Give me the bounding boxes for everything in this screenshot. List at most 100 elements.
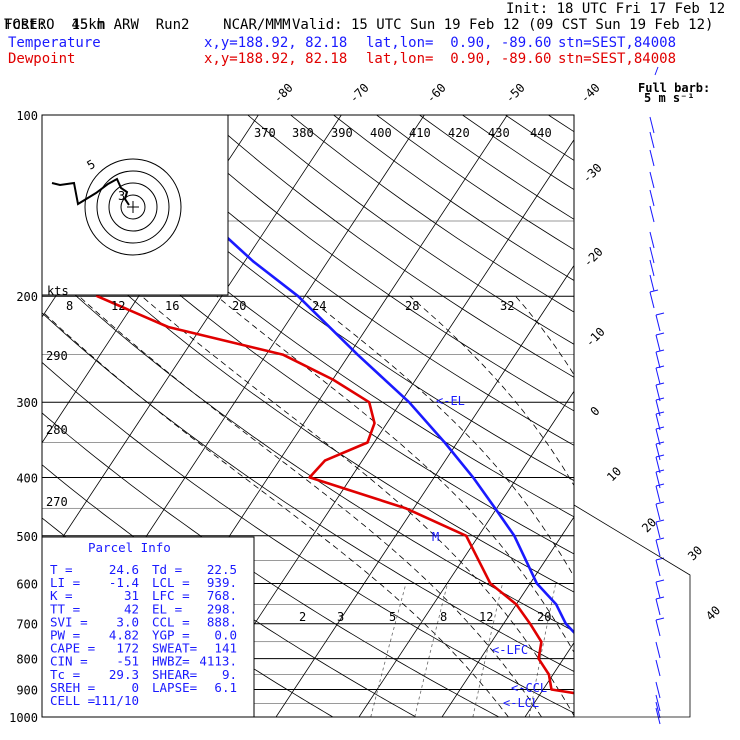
wind-barb [649,189,655,207]
wind-barb-flag [655,397,665,401]
wind-barb-staff [649,246,655,264]
wind-barb [649,274,655,292]
wind-barb-staff [655,485,661,503]
mixing-ratio-line [414,583,448,717]
parcel-info-label: YGP = [152,628,190,643]
dry-adiabat [548,115,574,133]
mixing-ratio-label: 5 [389,610,396,624]
mixing-ratio-line [580,583,604,717]
parcel-info-value: 6.1 [214,680,237,695]
lower-right-frame [573,504,691,718]
wind-barb [655,701,661,719]
wind-barb-staff [655,659,661,677]
parcel-info-title: Parcel Info [88,540,171,555]
wind-barb-flag [655,617,665,621]
el-marker: <-EL [436,394,465,408]
wind-barb [649,205,655,223]
dew-location-xy: x,y=188.92, 82.18 [204,51,348,67]
moist-adiabat [216,295,574,654]
dry-adiabat [290,115,574,313]
dry-adiabat [505,115,574,161]
wind-barb [649,259,655,277]
header-line-2: Fcst: 45 h [4,17,105,33]
parcel-info-value: 4113. [199,654,237,669]
wind-barb-staff [655,314,661,332]
barb-legend-line2: 5 m s⁻¹ [644,91,695,105]
parcel-info-label: SHEAR= [152,667,197,682]
parcel-info-label: SWEAT= [152,641,197,656]
isotherm-line [691,115,740,717]
isotherm-line [192,139,574,717]
parcel-info-value: 3.0 [116,614,139,629]
mixing-ratio-label: 8 [440,610,447,624]
mixing-ratio-line [472,583,503,717]
header-line-1: TORERO 15km ARW Run2 NCAR/MMM [4,1,291,33]
parcel-info-label: LAPSE= [152,680,197,695]
moist-adiabat-label: 24 [312,299,326,313]
wind-barb-flag [649,289,659,293]
moist-adiabat [409,295,574,487]
parcel-info-value: 172 [116,641,139,656]
parcel-max-marker: M [432,530,439,544]
parcel-info-label: LFC = [152,588,190,603]
pressure-tick-label: 300 [16,396,38,410]
hodograph-ring [96,170,170,244]
parcel-info-value: 22.5 [207,562,237,577]
temperature-tick-label: 10 [604,464,624,484]
wind-barb [649,131,655,149]
wind-barb [655,519,665,539]
fcst-label: Fcst: [4,17,47,33]
moist-adiabat-label: 20 [232,299,246,313]
wind-barb [655,694,661,712]
parcel-info-value: 768. [207,588,237,603]
wind-barb-staff [649,131,655,149]
pressure-tick-label: 900 [16,683,38,697]
temperature-tick-label: 0 [588,404,603,419]
wind-barb [655,349,665,369]
parcel-info-box [42,536,255,717]
wind-barb [655,312,665,332]
parcel-info-label: Tc = [50,667,80,682]
dry-adiabat [333,115,574,281]
isotherm-line [358,390,574,717]
wind-barb [655,681,661,699]
theta-left-label: 270 [46,495,68,509]
isotherm-line [275,264,574,717]
barb-legend-barb [654,66,659,76]
wind-barb-staff [655,367,661,385]
wind-barb [655,441,665,461]
wind-barb-staff [649,171,655,189]
model-resolution: 15km ARW [71,17,139,33]
parcel-info-label: LCL = [152,575,190,590]
wind-barb-flag [655,426,665,430]
wind-barb-flag [655,382,665,386]
plot-clip-group [0,115,740,717]
wind-barb-flag [655,519,665,523]
parcel-info-value: 939. [207,575,237,590]
isotherm-line [0,115,9,717]
parcel-info-value: 9. [222,667,237,682]
parcel-info-value: 4.82 [109,628,139,643]
wind-barb-flag [655,579,665,583]
hodograph-trace [51,177,130,206]
init-label: Init: 18 UTC Fri 17 Feb 12 [506,1,726,17]
wind-barb-staff [649,231,655,249]
wind-barb-staff [655,598,661,616]
theta-left-label: 280 [46,423,68,437]
lfc-marker: <-LFC [492,643,528,657]
temperature-tick-label: -10 [583,325,608,350]
wind-barb-flag [655,469,665,473]
parcel-info-label: LI = [50,575,80,590]
mixing-ratio-label: 2 [299,610,306,624]
dewpoint-trace [62,115,574,695]
moist-adiabat-label: 12 [111,299,125,313]
parcel-info-label: HWBZ= [152,654,190,669]
temperature-tick-label: -40 [578,81,603,106]
wind-barb-staff [649,205,655,223]
temperature-trace [153,115,574,635]
parcel-info-label: SREH = [50,680,95,695]
wind-barb-staff [655,681,661,699]
wind-barb-staff [649,274,655,292]
parcel-info-value: -1.4 [109,575,139,590]
parcel-info-label: Td = [152,562,182,577]
